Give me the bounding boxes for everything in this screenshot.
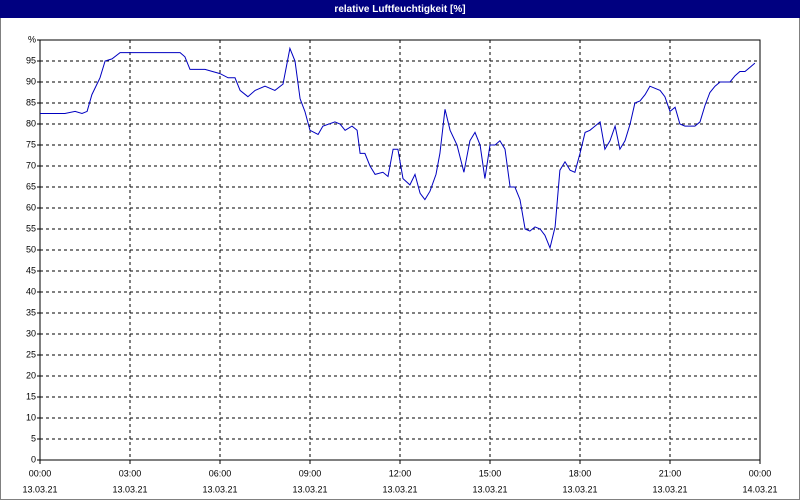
x-tick-label: 12:00	[389, 468, 412, 478]
x-tick-label: 21:00	[659, 468, 682, 478]
y-tick-label: 20	[26, 370, 36, 380]
x-tick-date: 13.03.21	[22, 484, 57, 494]
y-tick-label: 5	[31, 433, 36, 443]
x-tick-date: 13.03.21	[382, 484, 417, 494]
y-tick-label: 30	[26, 328, 36, 338]
y-tick-label: %	[28, 34, 36, 44]
x-tick-label: 18:00	[569, 468, 592, 478]
y-tick-label: 50	[26, 244, 36, 254]
line-series	[40, 46, 756, 250]
y-tick-label: 55	[26, 223, 36, 233]
y-tick-label: 35	[26, 307, 36, 317]
x-tick-label: 09:00	[299, 468, 322, 478]
x-tick-date: 13.03.21	[292, 484, 327, 494]
x-tick-date: 13.03.21	[652, 484, 687, 494]
x-tick-date: 14.03.21	[742, 484, 777, 494]
y-tick-label: 40	[26, 286, 36, 296]
chart-title: relative Luftfeuchtigkeit [%]	[334, 4, 465, 15]
y-tick-label: 95	[26, 55, 36, 65]
y-tick-label: 15	[26, 391, 36, 401]
y-tick-label: 85	[26, 97, 36, 107]
y-tick-label: 60	[26, 202, 36, 212]
x-tick-date: 13.03.21	[562, 484, 597, 494]
x-tick-label: 00:00	[749, 468, 772, 478]
y-tick-label: 75	[26, 139, 36, 149]
x-tick-date: 13.03.21	[472, 484, 507, 494]
y-tick-label: 10	[26, 412, 36, 422]
y-tick-label: 80	[26, 118, 36, 128]
y-tick-label: 65	[26, 181, 36, 191]
x-tick-label: 06:00	[209, 468, 232, 478]
x-tick-label: 03:00	[119, 468, 142, 478]
title-bar	[0, 0, 800, 18]
y-tick-label: 45	[26, 265, 36, 275]
x-tick-date: 13.03.21	[202, 484, 237, 494]
y-tick-label: 90	[26, 76, 36, 86]
y-tick-label: 70	[26, 160, 36, 170]
x-tick-date: 13.03.21	[112, 484, 147, 494]
x-tick-label: 00:00	[29, 468, 52, 478]
y-tick-label: 25	[26, 349, 36, 359]
y-tick-label: 0	[31, 454, 36, 464]
x-tick-label: 15:00	[479, 468, 502, 478]
